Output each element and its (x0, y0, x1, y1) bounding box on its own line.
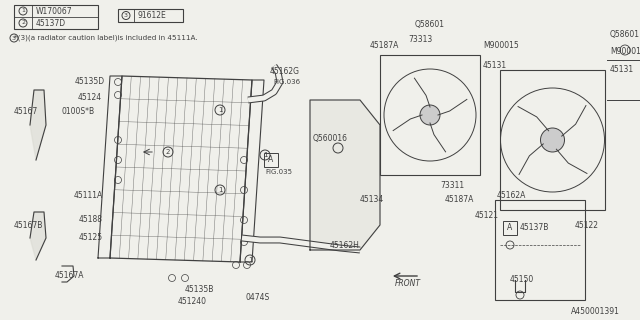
Text: 45122: 45122 (575, 220, 599, 229)
Text: 45137B: 45137B (520, 223, 549, 233)
Text: 1: 1 (218, 107, 222, 113)
Text: 0474S: 0474S (245, 293, 269, 302)
Text: 45188: 45188 (79, 215, 103, 225)
Text: 45162A: 45162A (497, 190, 526, 199)
Text: Q58601: Q58601 (415, 20, 445, 29)
Bar (118, 9, 183, 22)
Text: FIG.035: FIG.035 (265, 169, 292, 175)
Circle shape (541, 128, 564, 152)
Text: 3: 3 (124, 13, 128, 18)
Text: 91612E: 91612E (138, 11, 167, 20)
Text: 45125: 45125 (79, 234, 103, 243)
Bar (495, 200, 585, 300)
Text: 45162H: 45162H (330, 242, 360, 251)
Text: 45111A: 45111A (74, 190, 103, 199)
Text: 45167B: 45167B (14, 221, 44, 230)
Text: 45135D: 45135D (75, 77, 105, 86)
Polygon shape (30, 90, 46, 160)
Polygon shape (310, 100, 380, 250)
Text: A: A (268, 156, 274, 164)
Bar (264, 153, 278, 167)
Text: 45124: 45124 (78, 93, 102, 102)
Text: Q560016: Q560016 (312, 133, 348, 142)
Bar (380, 55, 480, 175)
Text: A: A (508, 223, 513, 233)
Text: 73313: 73313 (408, 36, 432, 44)
Text: 2: 2 (166, 149, 170, 155)
Text: 45121: 45121 (475, 211, 499, 220)
Text: 2: 2 (21, 20, 25, 26)
Text: 45187A: 45187A (370, 41, 399, 50)
Text: 45187A: 45187A (445, 196, 474, 204)
Text: A450001391: A450001391 (571, 308, 620, 316)
Text: 1: 1 (263, 152, 268, 158)
Circle shape (420, 105, 440, 125)
Text: M900015: M900015 (483, 41, 519, 50)
Text: 45167: 45167 (14, 108, 38, 116)
Text: 45137D: 45137D (36, 19, 66, 28)
Text: 451240: 451240 (178, 298, 207, 307)
Text: M900015: M900015 (610, 47, 640, 57)
Text: 45135B: 45135B (185, 285, 214, 294)
Text: 3: 3 (12, 36, 16, 41)
Text: 1: 1 (218, 187, 222, 193)
Text: 45131: 45131 (610, 66, 634, 75)
Bar (500, 70, 605, 210)
Text: 45162G: 45162G (270, 68, 300, 76)
Text: FRONT: FRONT (395, 279, 421, 289)
Bar (503, 221, 517, 235)
Text: FIG.036: FIG.036 (273, 79, 300, 85)
Text: 1: 1 (21, 9, 25, 13)
Text: 1: 1 (248, 257, 252, 263)
Text: 45150: 45150 (510, 276, 534, 284)
Text: 45131: 45131 (483, 60, 507, 69)
Bar (14, 5, 98, 29)
Text: *(3)(a radiator caution label)is included in 45111A.: *(3)(a radiator caution label)is include… (14, 35, 198, 41)
Text: 0100S*B: 0100S*B (62, 108, 95, 116)
Text: 73311: 73311 (440, 180, 464, 189)
Text: 45167A: 45167A (55, 271, 84, 281)
Text: Q58601: Q58601 (610, 30, 640, 39)
Polygon shape (30, 212, 46, 260)
Text: W170067: W170067 (36, 6, 72, 15)
Text: 45134: 45134 (360, 196, 384, 204)
